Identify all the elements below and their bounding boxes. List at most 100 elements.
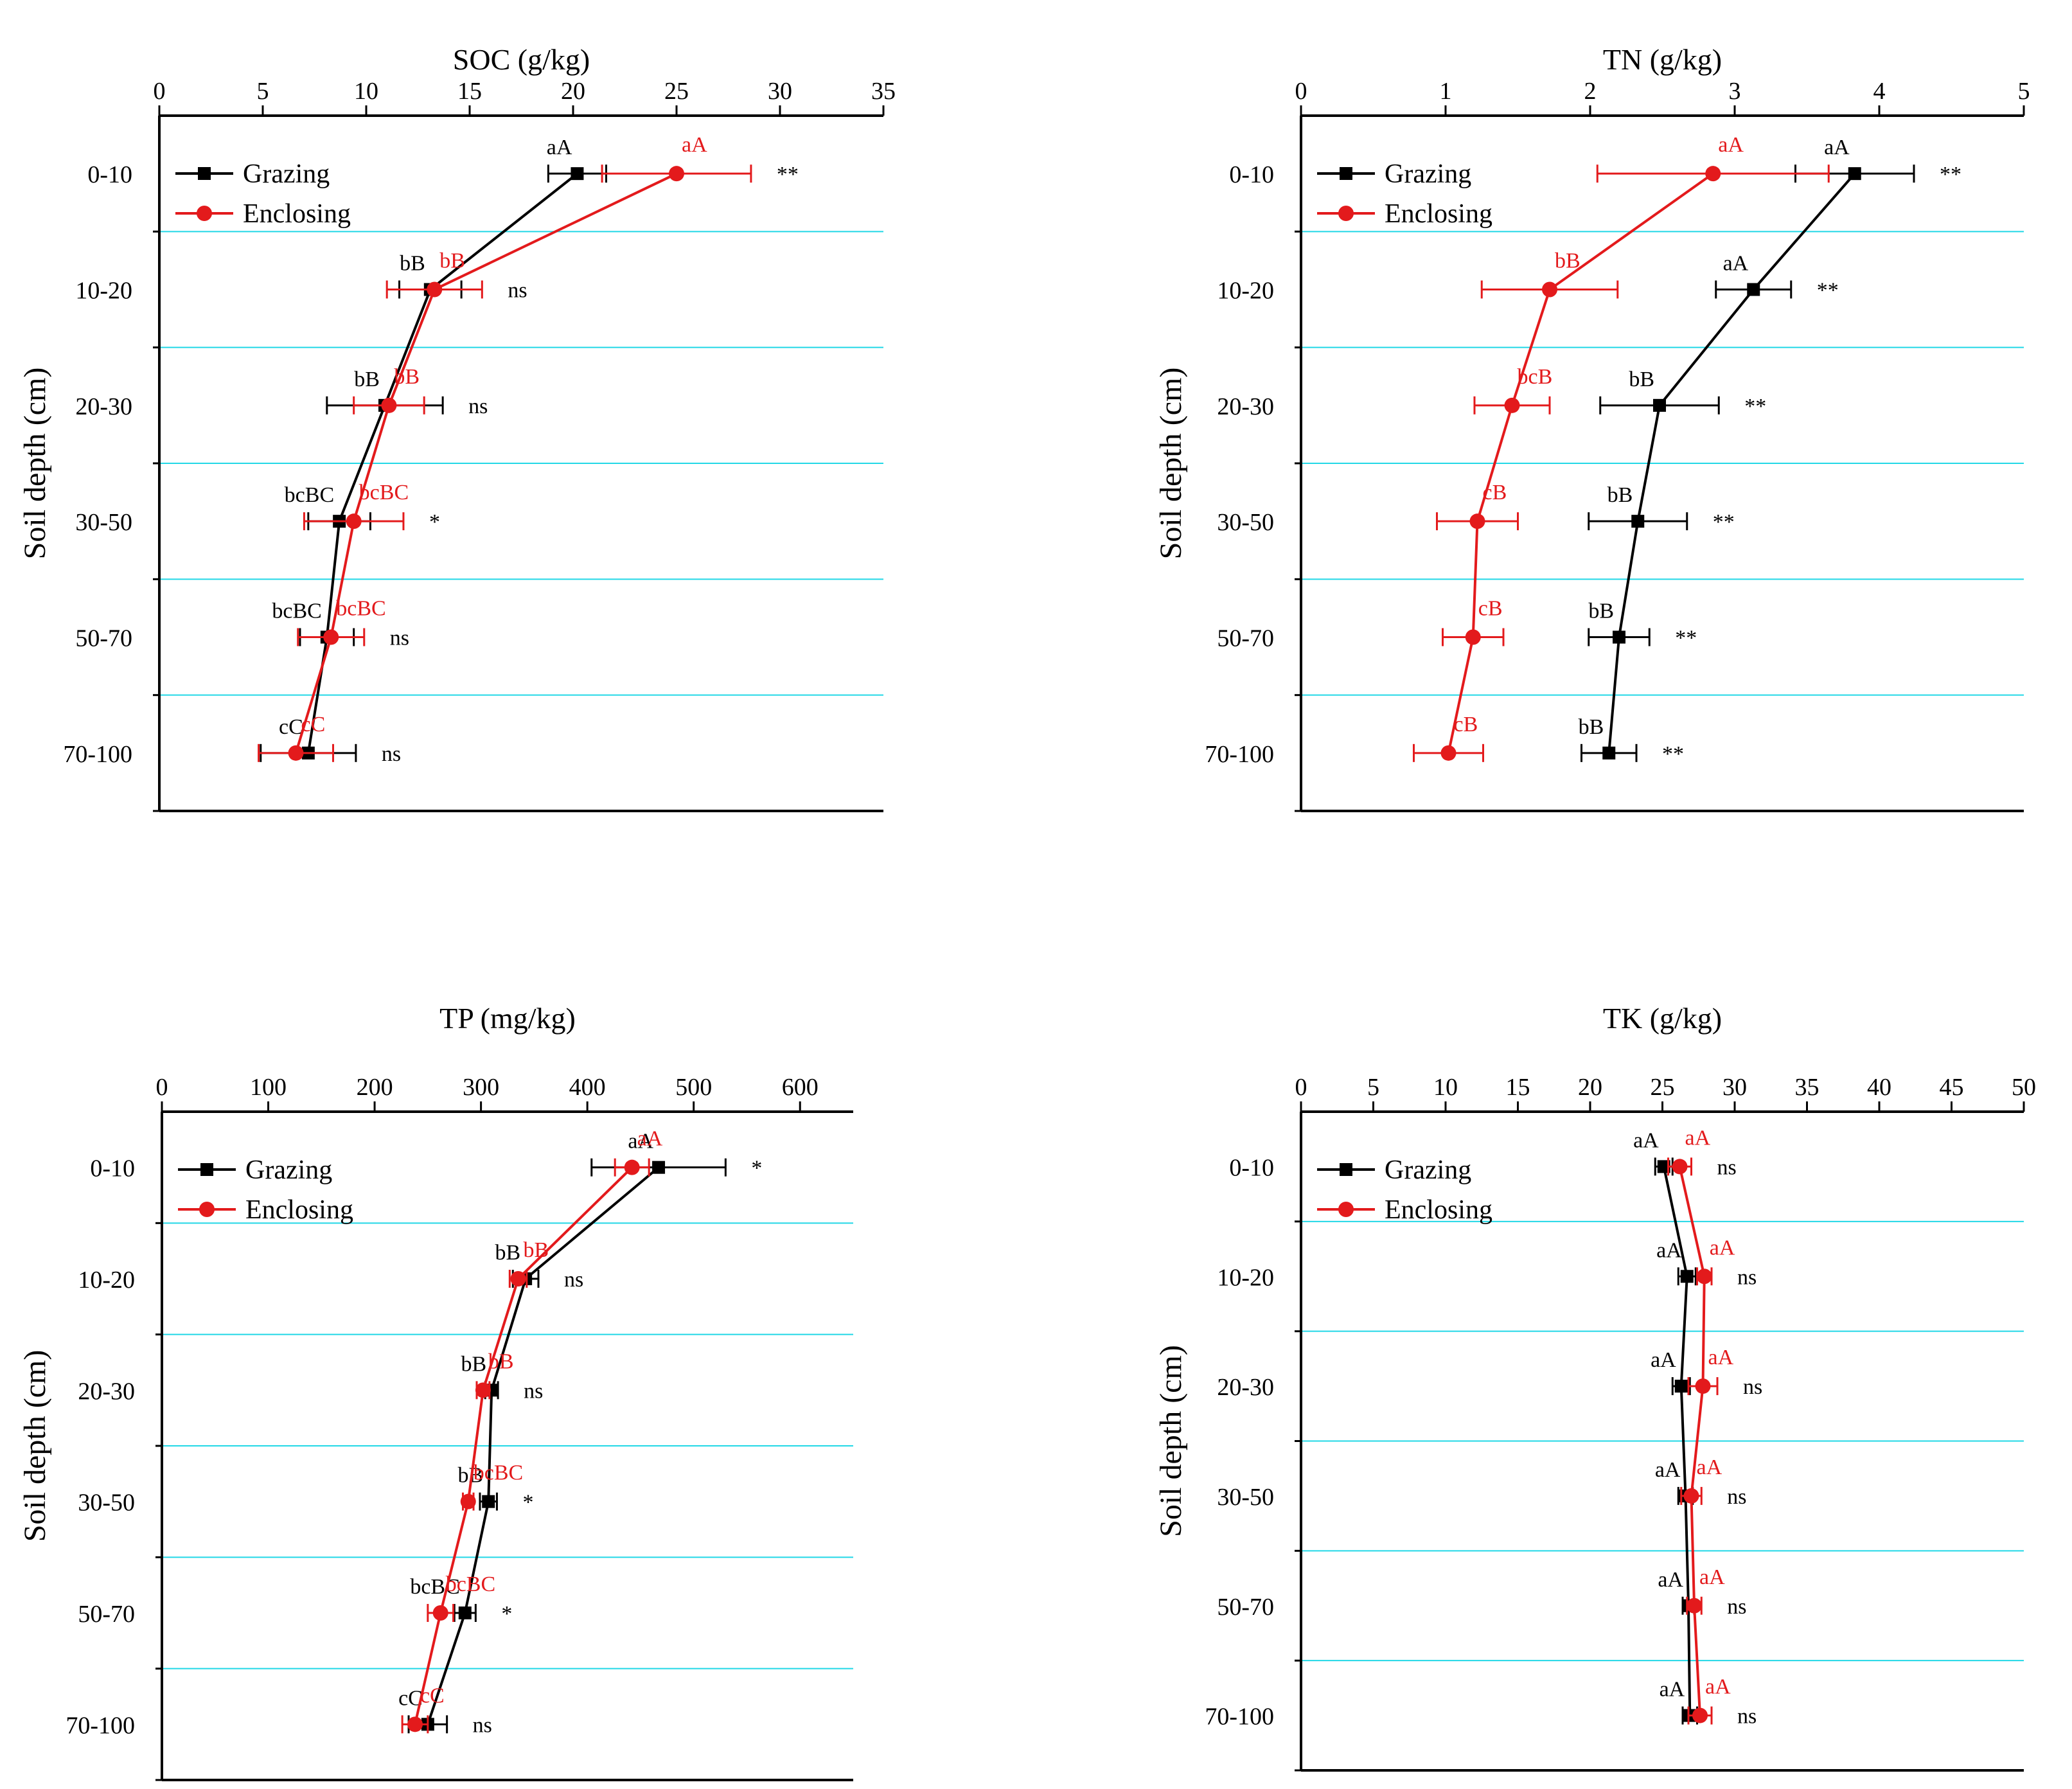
- data-point-enclosing: [1469, 513, 1485, 530]
- y-tick-label: 70-100: [1205, 1704, 1274, 1731]
- data-point-grazing: [1613, 630, 1625, 644]
- y-tick-label: 70-100: [1205, 741, 1274, 768]
- series-line-enclosing: [1447, 172, 1714, 754]
- letter-label: bB: [1629, 368, 1654, 391]
- legend-label-grazing: Grazing: [1385, 159, 1471, 189]
- significance-label: *: [429, 510, 440, 534]
- legend-marker-enclosing: [199, 1202, 215, 1217]
- legend-marker-grazing: [1340, 1163, 1352, 1176]
- series-line-enclosing: [414, 1166, 633, 1725]
- panel-soc: SOC (g/kg) Soil depth (cm) 0 5 10 15 20 25 30 35 0…: [18, 43, 896, 812]
- y-tick-label: 0-10: [1229, 161, 1274, 188]
- letter-label: aA: [628, 1130, 653, 1153]
- y-tick-label: 0-10: [1229, 1154, 1274, 1181]
- x-tick-label: 300: [463, 1074, 499, 1101]
- letter-label: aA: [682, 133, 707, 157]
- x-tick-label: 5: [2018, 78, 2030, 105]
- x-tick-label: 35: [1795, 1074, 1820, 1101]
- letter-label: bcBC: [474, 1461, 523, 1485]
- data-point-enclosing: [1465, 629, 1481, 645]
- letter-label: bB: [461, 1352, 486, 1376]
- y-tick-label: 30-50: [1217, 509, 1274, 536]
- letter-label: bcB: [1518, 365, 1553, 389]
- legend-label-grazing: Grazing: [1385, 1155, 1471, 1185]
- data-point-enclosing: [1696, 1268, 1712, 1285]
- significance-label: ns: [468, 395, 488, 418]
- significance-label: **: [1713, 510, 1735, 534]
- data-point-enclosing: [475, 1382, 491, 1398]
- x-tick-label: 4: [1873, 78, 1886, 105]
- y-tick-label: 20-30: [1217, 1374, 1274, 1401]
- letter-label: bB: [524, 1238, 549, 1262]
- letter-label: bcBC: [272, 600, 321, 623]
- significance-label: ns: [508, 279, 527, 303]
- data-point-enclosing: [669, 166, 684, 182]
- y-axis-label: Soil depth (cm): [1154, 368, 1188, 560]
- letter-label: bcBC: [285, 483, 334, 507]
- data-point-enclosing: [346, 513, 362, 530]
- x-tick-label: 100: [250, 1074, 287, 1101]
- x-tick-label: 15: [457, 78, 482, 105]
- significance-label: ns: [1717, 1155, 1737, 1179]
- x-tick-label: 0: [1295, 78, 1307, 105]
- x-tick-label: 40: [1867, 1074, 1891, 1101]
- significance-label: ns: [1727, 1485, 1746, 1509]
- data-point-enclosing: [624, 1159, 640, 1175]
- letter-label: bcBC: [336, 597, 385, 621]
- letter-label: aA: [637, 1127, 663, 1151]
- data-point-enclosing: [1687, 1598, 1702, 1614]
- data-point-grazing: [571, 167, 584, 181]
- letter-label: aA: [1708, 1346, 1734, 1369]
- data-point-grazing: [1602, 746, 1616, 760]
- y-tick-label: 0-10: [87, 161, 132, 188]
- letter-label: bB: [1588, 600, 1614, 623]
- x-tick-label: 20: [1578, 1074, 1602, 1101]
- data-point-enclosing: [407, 1716, 423, 1732]
- series-line-enclosing: [1678, 1166, 1706, 1716]
- significance-label: ns: [390, 627, 409, 650]
- significance-label: ns: [473, 1713, 492, 1737]
- significance-label: **: [1817, 279, 1839, 303]
- significance-label: ns: [1737, 1705, 1757, 1729]
- letter-label: bcBC: [410, 1575, 459, 1599]
- x-tick-label: 5: [1367, 1074, 1379, 1101]
- y-tick-label: 30-50: [1217, 1484, 1274, 1511]
- significance-label: **: [1675, 627, 1697, 650]
- legend-marker-enclosing: [1338, 206, 1354, 221]
- series-line-grazing: [1607, 172, 1856, 754]
- data-point-enclosing: [427, 281, 443, 298]
- data-point-enclosing: [1695, 1378, 1711, 1394]
- letter-label: aA: [1658, 1568, 1683, 1592]
- data-point-grazing: [1631, 515, 1645, 528]
- y-axis-label: Soil depth (cm): [18, 368, 52, 560]
- x-tick-label: 500: [675, 1074, 712, 1101]
- letter-label: aA: [1651, 1348, 1676, 1372]
- significance-label: ns: [1737, 1265, 1757, 1289]
- x-tick-label: 2: [1584, 78, 1597, 105]
- letter-label: aA: [1633, 1128, 1659, 1152]
- letter-label: bB: [400, 252, 425, 276]
- x-tick-label: 200: [357, 1074, 393, 1101]
- data-point-enclosing: [1683, 1488, 1699, 1504]
- legend-label-enclosing: Enclosing: [245, 1195, 353, 1225]
- y-tick-label: 30-50: [78, 1490, 135, 1517]
- chart-title: TN (g/kg): [1603, 43, 1722, 76]
- significance-label: **: [1744, 395, 1766, 418]
- letter-label: bB: [439, 249, 465, 273]
- y-tick-label: 70-100: [66, 1712, 135, 1739]
- y-tick-label: 50-70: [1217, 625, 1274, 652]
- data-point-enclosing: [1440, 745, 1457, 761]
- x-tick-label: 25: [1651, 1074, 1675, 1101]
- chart-title: TP (mg/kg): [439, 1002, 576, 1035]
- panel-tp: TP (mg/kg) Soil depth (cm) 0 100 200 300 400 50…: [18, 1002, 853, 1781]
- legend-marker-grazing: [198, 167, 211, 180]
- data-point-enclosing: [1705, 166, 1721, 182]
- significance-label: *: [522, 1491, 533, 1515]
- data-point-enclosing: [288, 745, 304, 761]
- letter-label: bB: [1555, 249, 1581, 273]
- significance-label: *: [501, 1602, 512, 1626]
- letter-label: aA: [547, 136, 572, 159]
- letter-label: aA: [1718, 133, 1744, 157]
- chart-title: TK (g/kg): [1603, 1002, 1722, 1035]
- legend-marker-enclosing: [1338, 1202, 1354, 1217]
